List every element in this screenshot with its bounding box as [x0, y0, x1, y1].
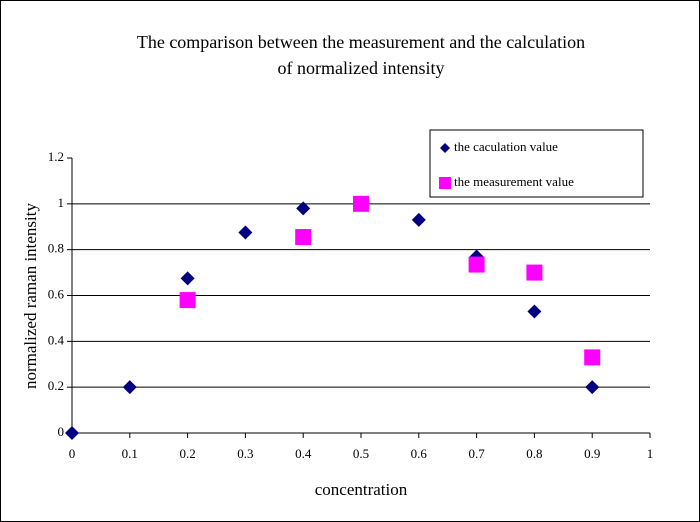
data-point: [411, 212, 426, 227]
y-tick-label: 0: [58, 424, 65, 439]
data-point: [527, 304, 542, 319]
y-tick-label: 0.2: [48, 378, 64, 393]
y-tick-label: 0.8: [48, 241, 64, 256]
data-point: [585, 380, 600, 395]
data-point: [295, 229, 312, 246]
legend-marker: [440, 143, 450, 153]
x-tick-label: 0.8: [526, 446, 542, 461]
data-point: [584, 349, 601, 366]
x-tick-label: 0.4: [295, 446, 312, 461]
x-tick-label: 0.7: [468, 446, 485, 461]
chart-title: of normalized intensity: [278, 58, 445, 78]
data-point: [179, 292, 196, 309]
x-tick-label: 0.5: [353, 446, 369, 461]
x-tick-label: 0.3: [237, 446, 253, 461]
x-tick-label: 0.9: [584, 446, 600, 461]
legend-marker: [439, 177, 451, 189]
x-tick-label: 0.6: [411, 446, 428, 461]
data-point: [353, 195, 369, 212]
chart-title: The comparison between the measurement a…: [137, 32, 585, 52]
y-tick-label: 0.4: [48, 332, 65, 347]
x-axis-title: concentration: [315, 480, 408, 499]
x-tick-label: 1: [647, 446, 654, 461]
data-point: [296, 201, 311, 216]
data-point: [122, 380, 137, 395]
legend-label: the caculation value: [454, 139, 558, 154]
data-point: [238, 225, 253, 240]
data-point: [65, 426, 79, 440]
y-tick-label: 1.2: [48, 149, 64, 164]
legend-box: [429, 129, 644, 198]
data-point: [526, 264, 543, 281]
data-point: [180, 271, 195, 286]
data-point: [468, 256, 485, 273]
y-tick-label: 1: [58, 195, 65, 210]
y-tick-label: 0.6: [48, 286, 65, 301]
y-axis-title: normalized raman intensity: [21, 203, 40, 389]
x-tick-label: 0.1: [122, 446, 138, 461]
x-tick-label: 0: [69, 446, 76, 461]
legend-label: the measurement value: [454, 174, 574, 189]
x-tick-label: 0.2: [179, 446, 195, 461]
